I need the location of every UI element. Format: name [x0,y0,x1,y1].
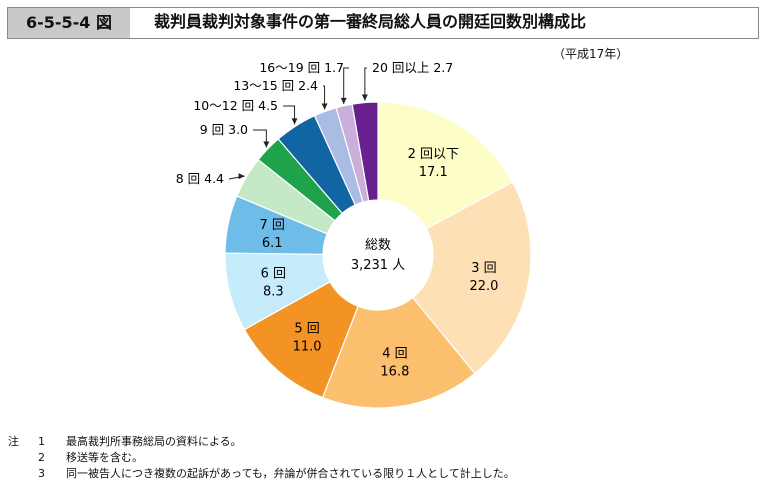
slice-label: 2 回以下 [408,147,459,162]
callout-line [323,85,326,110]
notes: 注 1 最高裁判所事務総局の資料による。 2 移送等を含む。 3 同一被告人につ… [8,434,515,482]
center-value: 3,231 人 [351,258,405,273]
slice-2 [411,181,532,375]
callout-label: 10〜12 回 4.5 [193,98,278,113]
slice-value: 17.1 [419,165,448,180]
donut-chart: 2 回以下 17.1 3 回 22.0 4 回 16.8 5 回 11.0 6 回 8.3 7 回 6… [176,60,532,409]
callout-label: 13〜15 回 2.4 [233,78,318,93]
callout-label: 8 回 4.4 [176,171,224,186]
note-label [8,450,38,466]
center-label: 総数 [365,238,391,253]
callout-arrow [361,94,368,101]
slice-1 [377,101,514,230]
note-row: 注 1 最高裁判所事務総局の資料による。 [8,434,515,450]
slice-value: 16.8 [380,365,409,380]
callout-line [343,67,349,104]
callout-arrow [263,141,270,148]
slice-3 [321,296,476,409]
figure-title: 裁判員裁判対象事件の第一審終局総人員の開廷回数別構成比 [154,12,587,31]
note-text: 移送等を含む。 [66,451,143,464]
callout-line [253,129,267,148]
figure-header: 6-5-5-4 図 裁判員裁判対象事件の第一審終局総人員の開廷回数別構成比 [7,7,759,39]
slice-value: 6.1 [262,236,283,251]
period-label: （平成17年） [553,47,629,61]
slice-label: 5 回 [294,321,319,336]
note-label [8,466,38,482]
slice-label: 7 回 [260,218,285,233]
figure-number: 6-5-5-4 図 [8,8,130,38]
note-row: 3 同一被告人につき複数の起訴があっても，弁論が併合されている限り１人として計上… [8,466,515,482]
note-number: 1 [38,435,45,448]
slice-label: 3 回 [471,261,496,276]
note-label: 注 [8,435,19,448]
slice-label: 6 回 [261,267,286,282]
callout-label: 9 回 3.0 [200,122,248,137]
callout-arrow [291,118,298,125]
callout-arrow [340,97,347,104]
callout-line [364,67,367,101]
note-text: 同一被告人につき複数の起訴があっても，弁論が併合されている限り１人として計上した… [66,467,515,480]
note-number: 2 [38,451,45,464]
slice-value: 8.3 [263,285,284,300]
callout-label: 16〜19 回 1.7 [259,60,344,75]
note-row: 2 移送等を含む。 [8,450,515,466]
slice-value: 11.0 [293,339,322,354]
callout-arrow [238,173,245,180]
slice-value: 22.0 [469,279,498,294]
callout-label: 20 回以上 2.7 [372,60,453,75]
note-number: 3 [38,467,45,480]
callout-line [283,105,296,125]
note-text: 最高裁判所事務総局の資料による。 [66,435,242,448]
slice-12 [351,101,379,202]
slice-label: 4 回 [382,347,407,362]
callout-arrow [321,103,328,110]
